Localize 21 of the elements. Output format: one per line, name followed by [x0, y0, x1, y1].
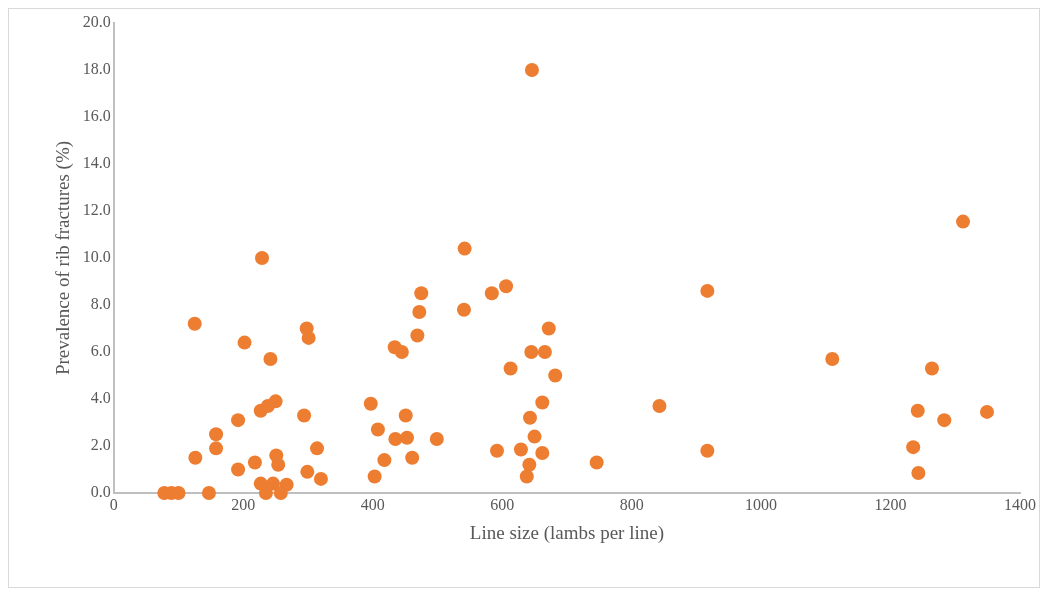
y-tick-label: 18.0	[82, 60, 111, 78]
x-tick-label: 400	[360, 495, 385, 513]
x-tick-label: 600	[490, 495, 515, 513]
y-tick-label: 6.0	[90, 342, 111, 360]
x-tick-label: 1000	[745, 495, 778, 513]
y-tick-label: 14.0	[82, 154, 111, 172]
x-tick-label: 800	[619, 495, 644, 513]
y-tick-label: 20.0	[82, 13, 111, 31]
x-tick-label: 200	[231, 495, 256, 513]
y-tick-label: 0.0	[90, 483, 111, 501]
y-tick-label: 12.0	[82, 201, 111, 219]
y-tick-label: 8.0	[90, 295, 111, 313]
x-tick-label: 0	[109, 495, 118, 513]
y-tick-label: 2.0	[90, 436, 111, 454]
y-tick-label: 16.0	[82, 107, 111, 125]
x-axis-title: Line size (lambs per line)	[469, 521, 664, 544]
y-axis-title: Prevalence of rib fractures (%)	[52, 140, 75, 376]
x-tick-label: 1400	[1004, 495, 1036, 513]
x-tick-label: 1200	[874, 495, 907, 513]
y-tick-label: 10.0	[82, 248, 111, 266]
y-tick-label: 4.0	[90, 389, 111, 407]
